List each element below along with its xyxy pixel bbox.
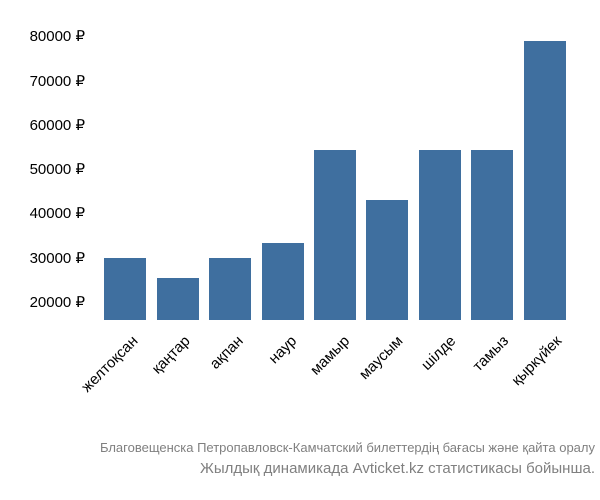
chart-container: 20000 ₽ 30000 ₽ 40000 ₽ 50000 ₽ 60000 ₽ … bbox=[0, 0, 600, 500]
y-tick: 30000 ₽ bbox=[30, 249, 85, 267]
x-label: желтоқсан bbox=[78, 332, 141, 395]
bar-zheltoqsan bbox=[104, 258, 146, 320]
bars-group bbox=[95, 10, 575, 320]
y-tick: 40000 ₽ bbox=[30, 204, 85, 222]
bar-naur bbox=[262, 243, 304, 321]
bar-shilde bbox=[419, 150, 461, 321]
y-axis: 20000 ₽ 30000 ₽ 40000 ₽ 50000 ₽ 60000 ₽ … bbox=[0, 10, 90, 320]
caption-line-2: Жылдық динамикада Avticket.kz статистика… bbox=[100, 458, 595, 481]
x-label: шілде bbox=[418, 332, 459, 373]
y-tick: 60000 ₽ bbox=[30, 116, 85, 134]
x-axis-labels: желтоқсан қаңтар ақпан наур мамыр маусым… bbox=[95, 325, 575, 435]
chart-caption: Благовещенска Петропавловск-Камчатский б… bbox=[100, 438, 595, 480]
bar-qantar bbox=[157, 278, 199, 320]
x-label: қаңтар bbox=[149, 332, 194, 377]
bar-tamyz bbox=[471, 150, 513, 321]
x-label: қыркүйек bbox=[508, 332, 565, 389]
x-label: наур bbox=[265, 332, 300, 367]
x-label: ақпан bbox=[207, 332, 247, 372]
plot-area bbox=[95, 10, 575, 320]
x-label: тамыз bbox=[470, 332, 512, 374]
y-tick: 70000 ₽ bbox=[30, 72, 85, 90]
x-label: маусым bbox=[356, 332, 407, 383]
bar-qyrkuyek bbox=[524, 41, 566, 320]
y-tick: 80000 ₽ bbox=[30, 27, 85, 45]
y-tick: 50000 ₽ bbox=[30, 160, 85, 178]
bar-mausym bbox=[366, 200, 408, 320]
y-tick: 20000 ₽ bbox=[30, 293, 85, 311]
caption-line-1: Благовещенска Петропавловск-Камчатский б… bbox=[100, 438, 595, 458]
bar-mamyr bbox=[314, 150, 356, 321]
x-label: мамыр bbox=[307, 332, 353, 378]
bar-aqpan bbox=[209, 258, 251, 320]
y-tick: 90000 ₽ bbox=[30, 0, 85, 1]
